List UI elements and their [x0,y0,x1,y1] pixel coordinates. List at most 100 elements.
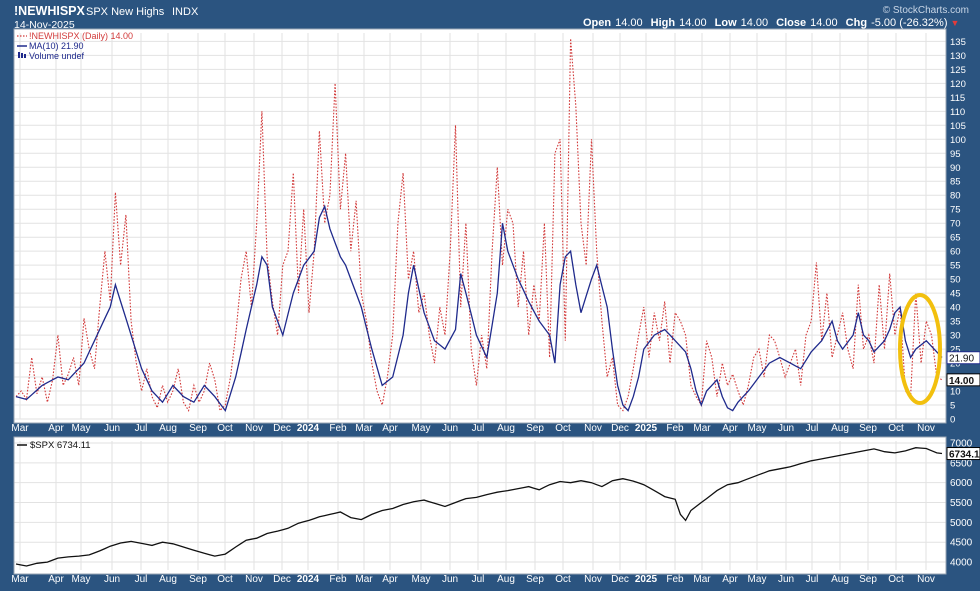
x-tick-label: May [72,574,91,585]
value-tag-label: 6734.1 [949,450,980,461]
x-tick-label: Sep [859,423,877,434]
x-tick-label: Jul [806,574,819,585]
y-tick-label: 125 [950,65,966,76]
chg-down-icon: ▼ [951,18,960,28]
x-tick-label: Nov [917,574,935,585]
y-tick-label: 95 [950,149,961,160]
x-tick-label: May [748,423,767,434]
series-line [15,38,943,413]
ohlc-value: -5.00 (-26.32%) [871,17,947,29]
legend-swatch [21,53,23,58]
ohlc-label: Open [583,17,611,29]
series-line [15,447,943,567]
y-tick-label: 40 [950,303,961,314]
x-tick-label: Dec [611,574,629,585]
y-tick-label: 10 [950,387,961,398]
ohlc-label: Chg [846,17,867,29]
x-tick-label: Jun [104,423,120,434]
value-tag-box [946,351,980,365]
x-tick-label: Dec [273,574,291,585]
bottom-panel [14,437,946,574]
x-tick-label: Oct [555,423,571,434]
x-tick-label: May [412,574,431,585]
y-tick-label: 6500 [950,458,973,469]
x-tick-label: Oct [217,423,233,434]
x-tick-label: Jun [442,574,458,585]
bottom-grid [14,441,946,570]
x-tick-label: Apr [48,574,64,585]
value-tag-label: 14.00 [949,376,974,387]
top-x-axis: Mar Apr May Jun Jul Aug Sep Oct Nov Dec 2024 Feb Mar… [11,423,935,434]
y-tick-label: 70 [950,219,961,230]
x-tick-label: Aug [831,574,849,585]
y-tick-label: 120 [950,79,966,90]
x-tick-label: Aug [831,423,849,434]
x-tick-label: Nov [917,423,935,434]
x-tick-label: Nov [584,574,602,585]
y-tick-label: 130 [950,51,966,62]
x-tick-label: Dec [611,423,629,434]
ohlc-value: 14.00 [615,17,643,29]
x-tick-label: Jun [778,574,794,585]
x-tick-label: Sep [526,574,544,585]
x-tick-label: Aug [159,574,177,585]
ohlc-value: 14.00 [679,17,707,29]
y-tick-label: 75 [950,205,961,216]
y-tick-label: 5000 [950,518,973,529]
x-tick-label: Aug [159,423,177,434]
legend-label: $SPX 6734.11 [30,440,91,451]
legend-swatch [24,54,26,58]
x-tick-label: Jun [778,423,794,434]
x-tick-label: Nov [245,574,263,585]
y-tick-label: 80 [950,191,961,202]
value-tag-label: 21.90 [949,354,974,365]
x-tick-label: Nov [245,423,263,434]
y-tick-label: 6000 [950,478,973,489]
ohlc-label: High [651,17,676,29]
x-tick-label: Dec [273,423,291,434]
bottom-y-axis: 4000 4500 5000 5500 6000 6500 7000 [950,438,973,568]
y-tick-label: 4000 [950,558,973,569]
x-tick-label: Oct [217,574,233,585]
x-tick-label: 2025 [635,574,658,585]
y-tick-label: 25 [950,345,961,356]
x-tick-label: Feb [666,423,684,434]
y-tick-label: 5500 [950,498,973,509]
y-tick-label: 30 [950,331,961,342]
x-tick-label: Jun [104,574,120,585]
bottom-x-axis: Mar Apr May Jun Jul Aug Sep Oct Nov Dec 2024 Feb Mar… [11,574,935,585]
ohlc-label: Low [715,17,737,29]
x-tick-label: May [72,423,91,434]
x-tick-label: Mar [11,574,29,585]
x-tick-label: Jul [472,574,485,585]
ohlc-label: Close [776,17,806,29]
series-line [15,204,943,413]
x-tick-label: 2025 [635,423,658,434]
bottom-panel-border [13,436,947,575]
x-tick-label: Sep [189,574,207,585]
y-tick-label: 100 [950,135,966,146]
x-tick-label: Apr [382,423,398,434]
y-tick-label: 85 [950,177,961,188]
x-tick-label: Aug [497,423,515,434]
legend-label: MA(10) 21.90 [29,41,84,51]
y-tick-label: 55 [950,261,961,272]
x-tick-label: Apr [722,423,738,434]
x-tick-label: May [412,423,431,434]
x-tick-label: Sep [526,423,544,434]
x-tick-label: 2024 [297,574,320,585]
top-panel [14,29,946,423]
legend-swatch [18,52,20,58]
x-tick-label: Apr [48,423,64,434]
x-tick-label: 2024 [297,423,320,434]
x-tick-label: Jun [442,423,458,434]
y-tick-label: 115 [950,93,965,104]
y-tick-label: 135 [950,37,966,48]
y-tick-label: 0 [950,415,955,426]
x-tick-label: Jul [135,574,148,585]
x-tick-label: Mar [355,574,373,585]
x-tick-label: Oct [888,423,904,434]
y-tick-label: 60 [950,247,961,258]
top-grid [14,33,946,420]
